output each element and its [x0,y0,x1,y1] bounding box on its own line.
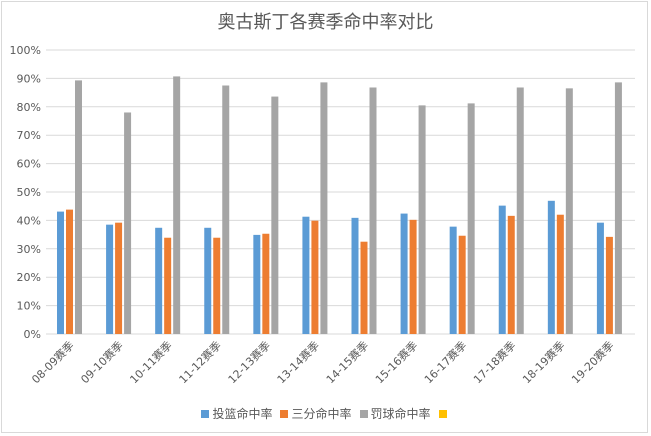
bar-1 [498,205,506,334]
bar-1 [106,224,114,334]
x-tick-label: 18-19赛季 [519,338,567,386]
bar-2 [213,237,221,334]
bar-1 [155,227,163,334]
x-tick-label: 10-11赛季 [127,338,175,386]
x-tick-label: 08-09赛季 [29,338,77,386]
bar-2 [115,222,123,334]
legend-swatch [359,409,368,418]
y-tick-label: 50% [17,186,41,199]
x-tick-label: 09-10赛季 [78,338,126,386]
bar-1 [253,234,261,334]
legend-item: 罚球命中率 [359,405,431,422]
bar-1 [547,200,555,334]
bar-3 [320,82,328,334]
bar-2 [262,233,270,334]
bar-2 [507,215,515,334]
bar-2 [66,209,73,334]
x-tick-label: 19-20赛季 [569,338,617,386]
bar-3 [418,105,426,334]
y-tick-label: 70% [17,129,41,142]
bar-2 [458,235,466,334]
x-tick-label: 11-12赛季 [176,338,224,386]
bar-2 [409,219,417,334]
bar-1 [596,222,604,334]
y-tick-label: 60% [17,158,41,171]
bar-3 [467,103,475,334]
bar-1 [400,213,408,334]
bar-2 [556,214,564,334]
x-tick-label: 14-15赛季 [323,338,371,386]
bar-3 [75,80,82,334]
y-tick-label: 40% [17,214,41,227]
y-tick-label: 80% [17,101,41,114]
y-tick-label: 90% [17,72,41,85]
bar-2 [360,241,368,334]
legend-label: 三分命中率 [291,407,352,421]
legend-swatch [201,409,210,418]
y-tick-label: 20% [17,271,41,284]
x-tick-label: 16-17赛季 [421,338,469,386]
legend-item: 三分命中率 [280,405,352,422]
legend-swatch [438,409,447,418]
bar-1 [351,217,359,334]
bar-3 [614,82,622,334]
legend: 投篮命中率 三分命中率 罚球命中率 [0,405,651,422]
bar-1 [449,226,457,334]
bar-2 [311,220,319,334]
y-tick-label: 0% [24,328,41,341]
x-tick-label: 15-16赛季 [372,338,420,386]
legend-item [438,405,450,422]
bar-3 [369,87,377,334]
bar-2 [605,236,613,334]
bar-3 [565,88,573,334]
y-tick-label: 30% [17,243,41,256]
bar-2 [164,237,172,334]
legend-label: 罚球命中率 [370,407,431,421]
bar-3 [271,96,279,335]
x-tick-label: 12-13赛季 [225,338,273,386]
bar-1 [204,227,212,334]
legend-swatch [280,409,289,418]
y-tick-label: 100% [10,44,41,57]
legend-item: 投篮命中率 [201,405,272,422]
bar-1 [57,211,64,334]
x-tick-label: 13-14赛季 [274,338,322,386]
y-tick-label: 10% [17,300,41,313]
bar-3 [173,76,181,335]
bar-3 [124,112,132,334]
chart-title: 奥古斯丁各赛季命中率对比 [217,12,434,33]
x-tick-label: 17-18赛季 [470,338,518,386]
bar-3 [516,87,524,334]
bar-3 [222,85,230,334]
legend-label: 投篮命中率 [212,407,273,421]
bar-1 [302,216,310,334]
